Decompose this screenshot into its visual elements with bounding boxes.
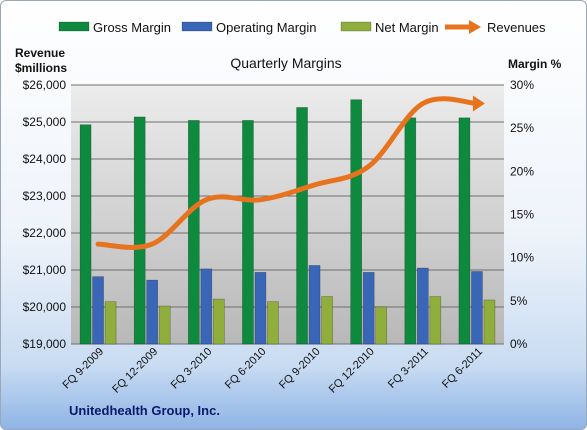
bars <box>79 99 496 345</box>
gross-margin-bar <box>404 117 417 345</box>
revenues-legend-label: Revenues <box>487 20 546 35</box>
gross-margin-bar <box>350 99 362 345</box>
left-tick-label: $21,000 <box>23 263 67 277</box>
revenue-line <box>95 95 485 250</box>
left-axis-label-line2: $millions <box>15 61 67 75</box>
net-margin-bar <box>483 299 496 345</box>
net-margin-bar <box>213 298 225 345</box>
net-margin-legend-label: Net Margin <box>375 20 439 35</box>
operating-margin-bar <box>471 271 483 345</box>
legend: Gross Margin Operating Margin Net Margin Re… <box>58 20 546 35</box>
revenues-legend-arrow <box>469 20 481 34</box>
operating-margin-bar <box>146 279 158 345</box>
operating-margin-bar <box>200 268 213 345</box>
chart-title: Quarterly Margins <box>230 55 341 71</box>
category-label: FQ 3-2010 <box>169 346 215 392</box>
category-label: FQ 6-2011 <box>440 346 485 391</box>
right-tick-label: 15% <box>510 208 534 222</box>
category-label: FQ 6-2010 <box>223 346 269 392</box>
net-margin-legend-swatch <box>340 21 372 32</box>
net-margin-bar <box>375 306 387 345</box>
right-tick-label: 25% <box>510 121 534 135</box>
left-tick-label: $22,000 <box>23 226 67 240</box>
net-margin-bar <box>267 301 279 345</box>
gross-margin-legend-swatch <box>58 21 90 32</box>
gross-margin-bar <box>188 120 200 345</box>
right-axis-label: Margin % <box>508 57 562 71</box>
left-tick-label: $25,000 <box>23 115 67 129</box>
net-margin-bar <box>429 296 442 345</box>
operating-margin-bar <box>308 265 321 345</box>
left-tick-label: $20,000 <box>23 300 67 314</box>
right-tick-label: 0% <box>510 337 528 351</box>
left-axis-label-line1: Revenue <box>15 46 65 60</box>
right-tick-label: 20% <box>510 164 534 178</box>
category-label: FQ 9-2010 <box>277 346 323 392</box>
left-tick-label: $24,000 <box>23 152 67 166</box>
left-tick-label: $26,000 <box>23 78 67 92</box>
gross-margin-bar <box>133 116 146 345</box>
left-tick-label: $19,000 <box>23 337 67 351</box>
left-tick-label: $23,000 <box>23 189 67 203</box>
category-label: FQ 12-2010 <box>327 346 377 396</box>
gross-margin-legend-label: Gross Margin <box>93 20 171 35</box>
right-tick-label: 10% <box>510 251 534 265</box>
right-tick-label: 5% <box>510 294 528 308</box>
footer-company-label: Unitedhealth Group, Inc. <box>69 403 220 418</box>
revenues-line <box>95 96 480 250</box>
net-margin-bar <box>104 301 117 345</box>
gross-margin-bar <box>296 107 308 345</box>
operating-margin-legend-label: Operating Margin <box>216 20 316 35</box>
operating-margin-bar <box>417 267 429 345</box>
category-label: FQ 12-2009 <box>110 346 160 396</box>
category-label: FQ 3-2011 <box>386 346 431 391</box>
operating-margin-legend-swatch <box>181 21 213 32</box>
category-label: FQ 9-2009 <box>61 346 107 392</box>
gross-margin-bar <box>242 120 254 345</box>
right-tick-label: 30% <box>510 78 534 92</box>
revenues-arrowhead <box>472 95 485 112</box>
net-margin-bar <box>321 296 333 345</box>
operating-margin-bar <box>254 272 267 345</box>
operating-margin-bar <box>362 272 375 345</box>
gross-margin-bar <box>458 117 471 345</box>
operating-margin-bar <box>92 276 104 345</box>
net-margin-bar <box>158 305 171 345</box>
gross-margin-bar <box>79 124 92 345</box>
